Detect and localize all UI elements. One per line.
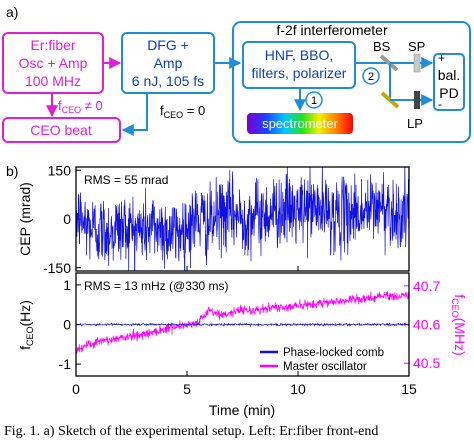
- path-2-marker: [362, 67, 380, 85]
- fceo-y2tick-label: 40.5: [413, 355, 440, 371]
- cep-ytick-label: 0: [63, 211, 71, 227]
- path-1-marker: [305, 91, 323, 109]
- sp-label: SP: [408, 39, 425, 54]
- master-oscillator-line: [76, 290, 409, 355]
- spectrometer-label: spectrometer: [262, 116, 339, 131]
- figure-caption: Fig. 1. a) Sketch of the experimental se…: [4, 424, 379, 439]
- hnf-box-line-1: HNF, BBO,: [265, 47, 333, 63]
- pd-minus: -: [438, 97, 442, 111]
- cep-plot-frame: [75, 166, 410, 272]
- interferometer-title: f-2f interferometer: [276, 22, 388, 38]
- path-1-label: 1: [311, 95, 317, 107]
- cep-ylabel: CEP (mrad): [17, 182, 33, 256]
- interferometer-box: [232, 21, 471, 143]
- cep-series-group: [76, 167, 409, 271]
- osc-box-line-2: Osc + Amp: [19, 55, 88, 71]
- long-pass-filter: [414, 91, 420, 109]
- ceo-beat-box: [2, 117, 121, 143]
- phase-locked-comb-line: [76, 322, 409, 328]
- figure: a) Er:fiber Osc + Amp 100 MHz DFG + Amp …: [2, 4, 471, 418]
- pd-box-line-1: bal.: [438, 67, 461, 83]
- fceo-y2tick-label: 40.6: [413, 317, 440, 333]
- bs-label: BS: [373, 39, 391, 54]
- legend: Phase-locked comb Master oscillator: [260, 347, 384, 373]
- cep-tick-group: -150 0 150: [43, 162, 410, 276]
- fceo-xtick-label: 0: [72, 381, 80, 397]
- cep-annotation: RMS = 55 mrad: [84, 173, 168, 187]
- cep-ytick-label: 150: [48, 162, 72, 178]
- arrow-dfg-to-ceo-beat: [121, 93, 148, 136]
- ceo-beat-label: CEO beat: [30, 122, 92, 138]
- time-xlabel: Time (min): [209, 402, 275, 418]
- pd-box-line-2: PD: [439, 85, 458, 101]
- dfg-box-line-3: 6 nJ, 105 fs: [132, 73, 204, 89]
- path-2-label: 2: [368, 71, 374, 83]
- panel-a-label: a): [6, 4, 18, 20]
- osc-box-line-1: Er:fiber: [30, 37, 75, 53]
- fceo-ytick-label: 1: [63, 277, 71, 293]
- fceo-zero-label: fCEO = 0: [160, 103, 205, 120]
- osc-box-line-3: 100 MHz: [25, 73, 81, 89]
- legend-label-comb: Phase-locked comb: [283, 347, 384, 359]
- cep-series-line: [76, 167, 409, 271]
- fceo-ylabel: fCEO(Hz): [17, 300, 35, 350]
- balanced-pd-box: [433, 53, 465, 111]
- fceo-y2label: fCEO(MHz): [450, 294, 468, 356]
- fceo-xtick-label: 5: [183, 381, 191, 397]
- fceo-ytick-label: 0: [63, 317, 71, 333]
- panel-b-label: b): [6, 163, 18, 179]
- fceo-annotation: RMS = 13 mHz (@330 ms): [84, 279, 229, 293]
- dfg-box-line-2: Amp: [154, 55, 183, 71]
- cep-chart: CEP (mrad) -150 0 150 RMS = 55 mrad: [17, 162, 410, 276]
- short-pass-filter: [413, 53, 421, 73]
- panel-a: a) Er:fiber Osc + Amp 100 MHz DFG + Amp …: [2, 4, 471, 143]
- fceo-nonzero-label: fCEO ≠ 0: [58, 98, 103, 115]
- legend-label-master: Master oscillator: [283, 361, 367, 373]
- fceo-ytick-label: -1: [59, 356, 72, 372]
- pd-plus: +: [438, 51, 445, 65]
- fceo-xtick-label: 10: [290, 381, 306, 397]
- fceo-series-group: [76, 290, 409, 355]
- spectrometer-box: [247, 113, 353, 134]
- fceo-xtick-label: 15: [401, 381, 417, 397]
- fceo-plot-frame: [75, 272, 410, 377]
- hnf-box-line-2: filters, polarizer: [252, 65, 347, 81]
- dfg-box-line-1: DFG +: [147, 37, 189, 53]
- cep-ytick-label: -150: [43, 260, 71, 276]
- lp-label: LP: [407, 116, 423, 131]
- fceo-y2tick-label: 40.7: [413, 278, 440, 294]
